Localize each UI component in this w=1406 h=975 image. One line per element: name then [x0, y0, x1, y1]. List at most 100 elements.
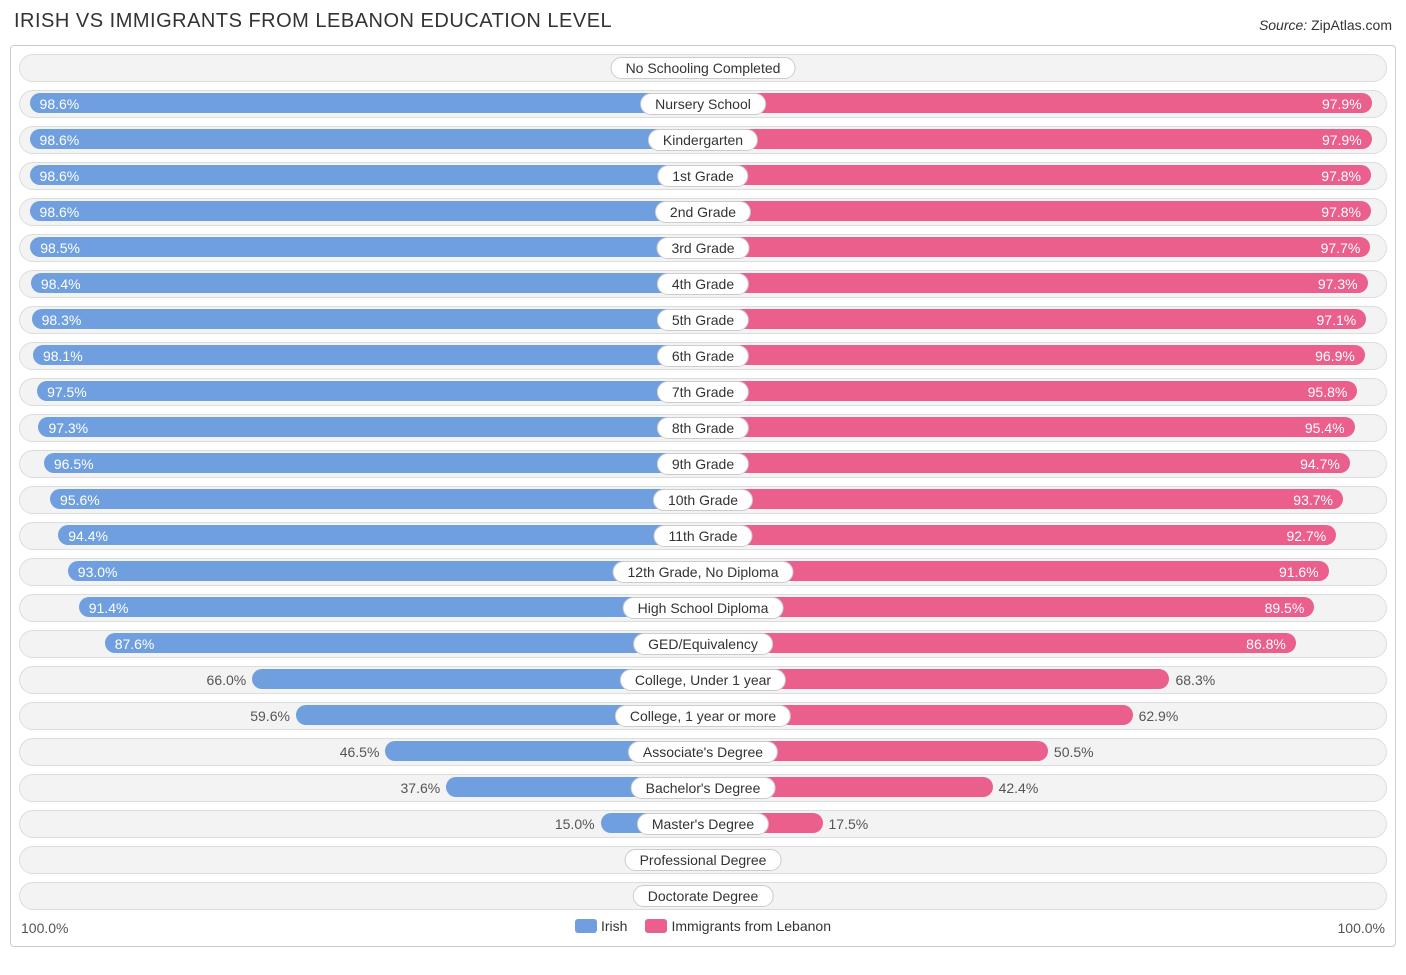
- legend-label-left: Irish: [601, 918, 627, 934]
- chart-legend: Irish Immigrants from Lebanon: [575, 918, 831, 934]
- category-label: College, 1 year or more: [615, 705, 791, 727]
- source-label: Source:: [1259, 17, 1307, 33]
- category-label: College, Under 1 year: [620, 669, 786, 691]
- category-label: Bachelor's Degree: [631, 777, 776, 799]
- chart-row: 98.3% 97.1% 5th Grade: [19, 306, 1387, 334]
- bar-right: [703, 381, 1357, 401]
- value-right: 50.5%: [1048, 739, 1094, 765]
- bar-left: [38, 417, 703, 437]
- bar-left: [30, 129, 703, 149]
- chart-rows: 1.4%2.3%No Schooling Completed 98.6% 97.9%…: [19, 54, 1387, 910]
- category-label: 10th Grade: [653, 489, 753, 511]
- chart-row: 4.4%5.5%Professional Degree: [19, 846, 1387, 874]
- value-left: 98.4%: [31, 271, 81, 297]
- bar-left: [50, 489, 703, 509]
- value-right: 97.9%: [1322, 127, 1372, 153]
- value-right: 92.7%: [1286, 523, 1336, 549]
- category-label: 8th Grade: [657, 417, 749, 439]
- value-left: 98.6%: [30, 91, 80, 117]
- value-left: 59.6%: [250, 703, 296, 729]
- category-label: Professional Degree: [625, 849, 782, 871]
- chart-row: 37.6%42.4%Bachelor's Degree: [19, 774, 1387, 802]
- bar-right: [703, 489, 1343, 509]
- category-label: 1st Grade: [657, 165, 748, 187]
- bar-left: [79, 597, 703, 617]
- chart-row: 94.4%92.7%11th Grade: [19, 522, 1387, 550]
- value-left: 46.5%: [340, 739, 386, 765]
- chart-row: 15.0% 17.5% Master's Degree: [19, 810, 1387, 838]
- chart-footer: 100.0% Irish Immigrants from Lebanon 100…: [19, 918, 1387, 942]
- bar-left: [30, 165, 703, 185]
- value-left: 94.4%: [58, 523, 108, 549]
- value-right: 94.7%: [1300, 451, 1350, 477]
- bar-right: [703, 453, 1350, 473]
- bar-right: [703, 237, 1370, 257]
- bar-left: [30, 93, 703, 113]
- bar-left: [33, 345, 703, 365]
- value-left: 97.3%: [38, 415, 88, 441]
- chart-row: 1.4%2.3%No Schooling Completed: [19, 54, 1387, 82]
- value-right: 68.3%: [1169, 667, 1215, 693]
- legend-item-left: Irish: [575, 918, 627, 934]
- chart-row: 87.6% 86.8% GED/Equivalency: [19, 630, 1387, 658]
- chart-row: 46.5%50.5%Associate's Degree: [19, 738, 1387, 766]
- category-label: Kindergarten: [648, 129, 758, 151]
- category-label: 3rd Grade: [656, 237, 749, 259]
- value-left: 98.3%: [32, 307, 82, 333]
- bar-right: [703, 417, 1355, 437]
- category-label: Doctorate Degree: [633, 885, 774, 907]
- bar-right: [703, 525, 1336, 545]
- chart-source: Source: ZipAtlas.com: [1259, 17, 1392, 33]
- value-right: 86.8%: [1246, 631, 1296, 657]
- category-label: GED/Equivalency: [633, 633, 773, 655]
- value-left: 93.0%: [68, 559, 118, 585]
- value-left: 66.0%: [207, 667, 253, 693]
- bar-right: [703, 561, 1329, 581]
- value-right: 97.3%: [1318, 271, 1368, 297]
- legend-label-right: Immigrants from Lebanon: [671, 918, 831, 934]
- chart-header: IRISH VS IMMIGRANTS FROM LEBANON EDUCATI…: [10, 10, 1396, 33]
- bar-right: [703, 273, 1368, 293]
- value-right: 97.1%: [1317, 307, 1367, 333]
- category-label: 7th Grade: [657, 381, 749, 403]
- bar-left: [31, 273, 703, 293]
- bar-left: [58, 525, 703, 545]
- category-label: No Schooling Completed: [611, 57, 796, 79]
- value-left: 95.6%: [50, 487, 100, 513]
- chart-row: 97.5%95.8%7th Grade: [19, 378, 1387, 406]
- value-right: 95.4%: [1305, 415, 1355, 441]
- value-right: 17.5%: [823, 811, 869, 837]
- value-right: 93.7%: [1293, 487, 1343, 513]
- category-label: Master's Degree: [637, 813, 769, 835]
- bar-right: [703, 201, 1371, 221]
- value-right: 97.8%: [1321, 199, 1371, 225]
- value-right: 91.6%: [1279, 559, 1329, 585]
- chart-row: 98.1%96.9%6th Grade: [19, 342, 1387, 370]
- legend-swatch-left: [575, 919, 597, 933]
- value-left: 97.5%: [37, 379, 87, 405]
- bar-right: [703, 129, 1372, 149]
- chart-row: 98.6%97.8%1st Grade: [19, 162, 1387, 190]
- bar-right: [703, 633, 1296, 653]
- chart-row: 91.4%89.5%High School Diploma: [19, 594, 1387, 622]
- chart-row: 97.3% 95.4% 8th Grade: [19, 414, 1387, 442]
- value-left: 15.0%: [555, 811, 601, 837]
- category-label: High School Diploma: [623, 597, 784, 619]
- chart-row: 66.0% 68.3% College, Under 1 year: [19, 666, 1387, 694]
- value-right: 97.7%: [1321, 235, 1371, 261]
- axis-left-label: 100.0%: [21, 920, 68, 936]
- bar-left: [30, 237, 703, 257]
- value-left: 98.1%: [33, 343, 83, 369]
- chart-area: 1.4%2.3%No Schooling Completed 98.6% 97.9%…: [10, 45, 1396, 947]
- category-label: 5th Grade: [657, 309, 749, 331]
- chart-row: 93.0%91.6%12th Grade, No Diploma: [19, 558, 1387, 586]
- category-label: 2nd Grade: [655, 201, 751, 223]
- category-label: Nursery School: [640, 93, 766, 115]
- bar-right: [703, 165, 1371, 185]
- chart-row: 98.4%97.3%4th Grade: [19, 270, 1387, 298]
- chart-row: 96.5%94.7%9th Grade: [19, 450, 1387, 478]
- bar-left: [30, 201, 703, 221]
- value-left: 87.6%: [105, 631, 155, 657]
- source-value: ZipAtlas.com: [1311, 17, 1392, 33]
- value-right: 62.9%: [1133, 703, 1179, 729]
